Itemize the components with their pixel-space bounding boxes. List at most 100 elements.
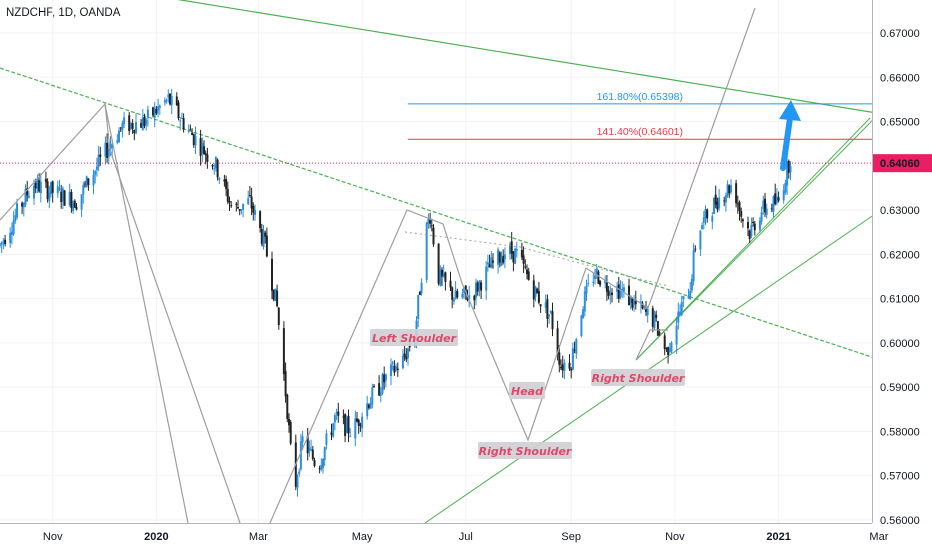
- candle-body: [619, 288, 622, 297]
- candle-body: [405, 356, 408, 360]
- candle-body: [527, 271, 530, 280]
- time-axis[interactable]: Nov 2020 Mar May Jul Sep Nov 2021 Mar: [43, 531, 889, 543]
- candle-body: [109, 144, 112, 149]
- candle-body: [189, 129, 192, 131]
- candle-body: [36, 178, 39, 189]
- candle-body: [561, 364, 564, 371]
- pattern-label-bg: [478, 442, 572, 459]
- candle-body: [286, 394, 289, 419]
- candle-body: [604, 280, 607, 284]
- candle-body: [170, 96, 173, 106]
- candle-body: [765, 208, 768, 215]
- candle-body: [512, 251, 515, 263]
- time-tick-label: Nov: [43, 531, 63, 543]
- candle-body: [607, 290, 610, 296]
- candle-body: [682, 295, 685, 300]
- candle-body: [157, 106, 160, 111]
- candle-body: [503, 254, 506, 260]
- candle-body: [4, 239, 7, 245]
- candle-body: [595, 268, 598, 275]
- candle-body: [395, 366, 398, 371]
- candle-body: [349, 435, 352, 437]
- candle-body: [44, 178, 47, 182]
- candle-body: [306, 435, 309, 454]
- candle-body: [230, 205, 233, 207]
- candle-body: [568, 362, 571, 369]
- candle-body: [575, 339, 578, 354]
- fib-level-label: 161.80%(0.65398): [597, 91, 683, 103]
- candle-body: [570, 368, 573, 371]
- candle-body: [252, 205, 255, 213]
- candle-body: [617, 284, 620, 299]
- candle-body: [558, 352, 561, 365]
- price-axis[interactable]: 0.56000 0.57000 0.58000 0.59000 0.60000 0.610…: [873, 28, 932, 527]
- candle-body: [463, 287, 466, 293]
- candle-body: [373, 386, 375, 388]
- candle-body: [21, 202, 24, 207]
- candle-body: [687, 296, 690, 299]
- candle-body: [87, 178, 90, 185]
- candle-body: [51, 181, 54, 193]
- candle-body: [391, 362, 394, 364]
- uptrend-line-lower: [424, 215, 872, 523]
- candle-body: [254, 210, 256, 215]
- candle-body: [218, 178, 221, 180]
- candle-body: [182, 118, 185, 130]
- candle-body: [587, 283, 590, 285]
- candle-body: [452, 299, 455, 302]
- time-tick-label: 2020: [144, 531, 168, 543]
- candle-body: [152, 107, 154, 116]
- candle-body: [123, 117, 126, 125]
- candle-body: [282, 328, 285, 375]
- candle-body: [641, 303, 644, 309]
- candle-body: [643, 306, 646, 308]
- candle-body: [199, 138, 202, 156]
- candle-body: [475, 282, 477, 298]
- candle-body: [758, 220, 761, 230]
- candle-body: [514, 248, 517, 264]
- candle-body: [330, 432, 333, 435]
- candle-body: [82, 184, 85, 195]
- candle-body: [668, 348, 671, 352]
- candle-body: [298, 471, 301, 475]
- candle-body: [264, 232, 267, 237]
- candle-body: [563, 362, 566, 371]
- candle-body: [633, 300, 636, 305]
- candle-body: [187, 129, 190, 132]
- candle-body: [175, 96, 178, 106]
- candle-body: [665, 348, 668, 350]
- candle-body: [515, 248, 518, 251]
- candle-body: [140, 122, 143, 128]
- candle-body: [141, 117, 144, 131]
- candle-body: [22, 202, 25, 208]
- candle-body: [111, 143, 114, 148]
- candle-body: [63, 190, 66, 206]
- candle-body: [393, 365, 396, 373]
- uptrend-line-steep: [635, 120, 872, 361]
- candle-body: [690, 279, 693, 291]
- candle-body: [752, 221, 755, 224]
- candle-body: [534, 286, 537, 297]
- candle-body: [342, 416, 345, 418]
- trend-lines: [0, 0, 872, 523]
- candle-body: [546, 299, 549, 319]
- candle-body: [480, 282, 483, 291]
- candle-body: [274, 288, 277, 301]
- candle-body: [701, 225, 704, 230]
- time-tick-label: 2021: [766, 531, 790, 543]
- candle-body: [520, 249, 523, 258]
- candle-body: [738, 202, 741, 212]
- candle-body: [94, 171, 97, 175]
- candle-body: [163, 100, 166, 103]
- price-tick-label: 0.60000: [880, 338, 920, 350]
- candle-body: [384, 374, 387, 381]
- candle-body: [235, 203, 238, 205]
- candle-body: [651, 308, 654, 327]
- candle-body: [56, 186, 59, 194]
- time-tick-label: Mar: [869, 531, 888, 543]
- candle-body: [84, 183, 86, 185]
- candle-body: [228, 200, 231, 203]
- candle-body: [26, 188, 29, 196]
- candle-body: [704, 209, 707, 219]
